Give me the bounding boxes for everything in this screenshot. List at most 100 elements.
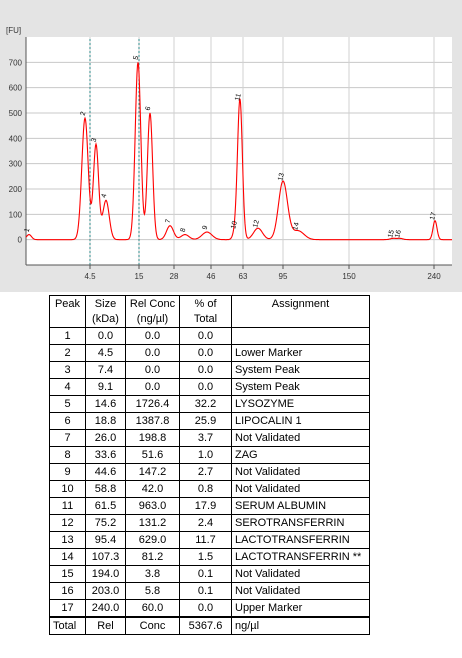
size-kda-cell: 7.4 [85,361,126,379]
table-row: 5 14.6 1726.4 32.2 LYSOZYME [49,395,370,413]
peak-label: 13 [277,172,286,181]
table-row: 10 58.8 42.0 0.8 Not Validated [49,480,370,498]
table-row: 2 4.5 0.0 0.0 Lower Marker [49,344,370,362]
size-kda-cell: 0.0 [85,327,126,345]
x-tick-label: 28 [170,272,179,281]
header-size-unit: (kDa) [92,313,119,325]
assignment-cell: SEROTRANSFERRIN [231,514,370,532]
percent-total-cell: 1.5 [179,548,232,566]
rel-conc-cell: 0.0 [125,327,180,345]
peak-table: Peak Size (kDa) Rel Conc (ng/µl) % of Total… [49,295,370,635]
size-kda-cell: 9.1 [85,378,126,396]
table-row: 9 44.6 147.2 2.7 Not Validated [49,463,370,481]
size-kda-cell: 95.4 [85,531,126,549]
assignment-cell: System Peak [231,361,370,379]
x-tick-label: 150 [342,272,356,281]
peak-label: 8 [180,227,188,233]
total-conc-label: Conc [125,616,180,635]
table-row: 17 240.0 60.0 0.0 Upper Marker [49,599,370,618]
header-rel-conc-unit: (ng/µl) [136,313,169,325]
table-row: 4 9.1 0.0 0.0 System Peak [49,378,370,396]
percent-total-cell: 2.7 [179,463,232,481]
peak-label: 11 [234,93,243,102]
header-assignment: Assignment [231,295,370,328]
rel-conc-cell: 42.0 [125,480,180,498]
x-tick-label: 46 [207,272,216,281]
percent-total-cell: 0.1 [179,582,232,600]
peak-label: 4 [101,193,109,199]
assignment-cell: LACTOTRANSFERRIN ** [231,548,370,566]
peak-label: 3 [91,137,99,143]
size-kda-cell: 75.2 [85,514,126,532]
table-row: 13 95.4 629.0 11.7 LACTOTRANSFERRIN [49,531,370,549]
x-tick-label: 4.5 [84,272,96,281]
peak-number-cell: 10 [49,480,86,498]
total-unit: ng/µl [231,616,370,635]
percent-total-cell: 0.0 [179,378,232,396]
y-tick-label: 600 [9,84,23,93]
peak-label: 16 [394,229,403,238]
rel-conc-cell: 963.0 [125,497,180,515]
y-tick-label: 500 [9,109,23,118]
peak-number-cell: 3 [49,361,86,379]
percent-total-cell: 0.0 [179,344,232,362]
size-kda-cell: 58.8 [85,480,126,498]
size-kda-cell: 33.6 [85,446,126,464]
table-row: 15 194.0 3.8 0.1 Not Validated [49,565,370,583]
percent-total-cell: 1.0 [179,446,232,464]
rel-conc-cell: 60.0 [125,599,180,618]
peak-number-cell: 2 [49,344,86,362]
assignment-cell: Not Validated [231,429,370,447]
rel-conc-cell: 131.2 [125,514,180,532]
size-kda-cell: 4.5 [85,344,126,362]
rel-conc-cell: 0.0 [125,361,180,379]
total-conc-value: 5367.6 [179,616,232,635]
table-row: 6 18.8 1387.8 25.9 LIPOCALIN 1 [49,412,370,430]
peak-label: 7 [165,218,173,224]
peak-number-cell: 1 [49,327,86,345]
assignment-cell: Not Validated [231,480,370,498]
percent-total-cell: 0.0 [179,327,232,345]
table-row: 1 0.0 0.0 0.0 [49,327,370,345]
peak-label: 9 [202,225,210,231]
percent-total-cell: 32.2 [179,395,232,413]
header-rel-conc-label: Rel Conc [129,298,176,310]
header-percent-total: % of Total [179,295,232,328]
rel-conc-cell: 0.0 [125,344,180,362]
peak-number-cell: 13 [49,531,86,549]
assignment-cell: System Peak [231,378,370,396]
table-row: 8 33.6 51.6 1.0 ZAG [49,446,370,464]
header-percent-unit: Total [193,313,218,325]
size-kda-cell: 44.6 [85,463,126,481]
size-kda-cell: 203.0 [85,582,126,600]
peak-number-cell: 6 [49,412,86,430]
x-tick-label: 240 [427,272,441,281]
size-kda-cell: 61.5 [85,497,126,515]
header-size-label: Size [94,298,117,310]
x-tick-label: 95 [279,272,288,281]
table-total-row: Total Rel Conc 5367.6 ng/µl [49,616,370,635]
peak-label: 14 [292,222,301,231]
table-row: 11 61.5 963.0 17.9 SERUM ALBUMIN [49,497,370,515]
rel-conc-cell: 51.6 [125,446,180,464]
y-tick-label: 100 [9,210,23,219]
table-row: 12 75.2 131.2 2.4 SEROTRANSFERRIN [49,514,370,532]
table-header-row: Peak Size (kDa) Rel Conc (ng/µl) % of Total… [49,295,370,328]
total-rel: Rel [85,616,126,635]
percent-total-cell: 2.4 [179,514,232,532]
percent-total-cell: 25.9 [179,412,232,430]
header-peak: Peak [49,295,86,328]
x-tick-label: 15 [135,272,144,281]
y-tick-label: 400 [9,134,23,143]
assignment-cell: Not Validated [231,582,370,600]
size-kda-cell: 26.0 [85,429,126,447]
percent-total-cell: 3.7 [179,429,232,447]
assignment-cell: LYSOZYME [231,395,370,413]
x-tick-label: 63 [239,272,248,281]
table-row: 3 7.4 0.0 0.0 System Peak [49,361,370,379]
percent-total-cell: 0.1 [179,565,232,583]
header-size: Size (kDa) [85,295,126,328]
peak-number-cell: 11 [49,497,86,515]
total-label: Total [49,616,86,635]
